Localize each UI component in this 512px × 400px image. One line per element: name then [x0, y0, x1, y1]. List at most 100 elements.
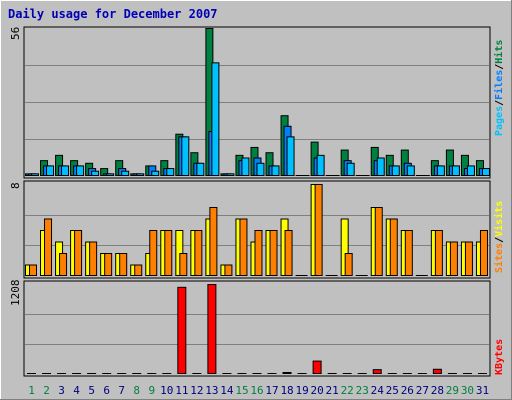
- sites-bar: [194, 230, 203, 276]
- sites-bar: [389, 218, 398, 276]
- x-tick-label: 1: [28, 384, 35, 397]
- pages-bar: [406, 165, 415, 177]
- sites-bar: [479, 230, 488, 276]
- sites-bar: [74, 230, 83, 276]
- kbytes-bar: [432, 368, 442, 374]
- x-tick-label: 31: [476, 384, 489, 397]
- legend-kbytes: KBytes: [494, 338, 505, 375]
- legend-pages: Pages: [494, 105, 505, 136]
- kbytes-bar: [342, 373, 352, 374]
- sites-bar: [419, 275, 428, 276]
- top-panel-max-label: 56: [9, 26, 22, 40]
- kbytes-bar: [417, 373, 427, 374]
- pages-bar: [256, 162, 265, 177]
- pages-bar: [376, 157, 385, 176]
- sites-bar: [434, 230, 443, 276]
- x-tick-label: 16: [250, 384, 263, 397]
- kbytes-bar: [147, 373, 157, 374]
- sites-bar: [299, 275, 308, 276]
- pages-bar: [391, 165, 400, 177]
- kbytes-bar: [252, 373, 262, 374]
- legend-sep: /: [494, 99, 505, 106]
- kbytes-bar: [357, 373, 367, 374]
- kbytes-bar: [387, 373, 397, 374]
- pages-bar: [181, 136, 190, 177]
- middle-panel-max-label: 8: [9, 182, 22, 189]
- kbytes-bar: [177, 286, 187, 374]
- legend-sep: /: [494, 63, 505, 70]
- sites-bar: [179, 253, 188, 276]
- pages-bar: [331, 175, 340, 176]
- sites-bar: [134, 264, 143, 276]
- x-tick-label: 7: [118, 384, 125, 397]
- sites-bar: [224, 264, 233, 276]
- pages-bar: [421, 175, 430, 176]
- bottom-panel-legend: KBytes: [494, 339, 505, 375]
- sites-bar: [59, 253, 68, 276]
- x-tick-label: 6: [103, 384, 110, 397]
- sites-bar: [119, 253, 128, 276]
- x-tick-label: 12: [190, 384, 203, 397]
- x-tick-label: 5: [88, 384, 95, 397]
- x-tick-label: 3: [58, 384, 65, 397]
- sites-bar: [449, 241, 458, 276]
- pages-bar: [151, 170, 160, 176]
- pages-bar: [91, 170, 100, 176]
- top-panel-legend: Pages/Files/Hits: [494, 40, 505, 136]
- kbytes-bar: [282, 372, 292, 374]
- sites-bar: [209, 207, 218, 276]
- x-tick-label: 23: [356, 384, 369, 397]
- pages-bar: [61, 165, 70, 177]
- sites-bar: [149, 230, 158, 276]
- legend-sites: Sites: [494, 242, 505, 273]
- sites-bar: [359, 275, 368, 276]
- kbytes-bar: [297, 373, 307, 374]
- kbytes-bar: [312, 360, 322, 375]
- kbytes-bar: [207, 284, 217, 374]
- legend-sep: /: [494, 236, 505, 243]
- kbytes-bar: [237, 373, 247, 374]
- kbytes-bar: [477, 373, 487, 374]
- pages-bar: [436, 165, 445, 177]
- kbytes-bar: [102, 373, 112, 374]
- pages-bar: [136, 173, 145, 177]
- kbytes-bar: [42, 373, 52, 374]
- legend-hits: Hits: [494, 39, 505, 64]
- x-tick-label: 17: [265, 384, 278, 397]
- pages-bar: [106, 173, 115, 177]
- x-tick-label: 4: [73, 384, 80, 397]
- pages-bar: [361, 175, 370, 176]
- kbytes-bar: [27, 373, 36, 374]
- pages-bar: [466, 165, 475, 177]
- x-tick-label: 13: [205, 384, 218, 397]
- x-tick-label: 22: [341, 384, 354, 397]
- x-tick-label: 14: [220, 384, 234, 397]
- kbytes-bar: [72, 373, 82, 374]
- x-tick-label: 21: [326, 384, 339, 397]
- kbytes-bar: [402, 373, 412, 374]
- kbytes-bar: [267, 373, 277, 374]
- x-tick-label: 10: [160, 384, 173, 397]
- x-tick-label: 24: [371, 384, 385, 397]
- sites-bar: [344, 253, 353, 276]
- pages-bar: [211, 62, 220, 177]
- pages-bar: [31, 173, 39, 177]
- pages-bar: [316, 154, 325, 177]
- pages-bar: [76, 165, 85, 177]
- pages-bar: [271, 165, 280, 177]
- kbytes-bar: [372, 369, 382, 375]
- sites-bar: [404, 230, 413, 276]
- x-tick-label: 30: [461, 384, 474, 397]
- chart-title: Daily usage for December 2007: [8, 7, 218, 21]
- sites-bar: [104, 253, 113, 276]
- sites-bar: [269, 230, 278, 276]
- pages-bar: [346, 162, 355, 177]
- middle-panel-legend: Sites/Visits: [494, 201, 505, 273]
- pages-bar: [121, 170, 130, 176]
- bottom-panel: [23, 280, 491, 377]
- sites-bar: [164, 230, 173, 276]
- x-tick-label: 8: [133, 384, 140, 397]
- sites-bar: [374, 207, 383, 276]
- sites-bar: [44, 218, 53, 276]
- sites-bar: [29, 264, 37, 276]
